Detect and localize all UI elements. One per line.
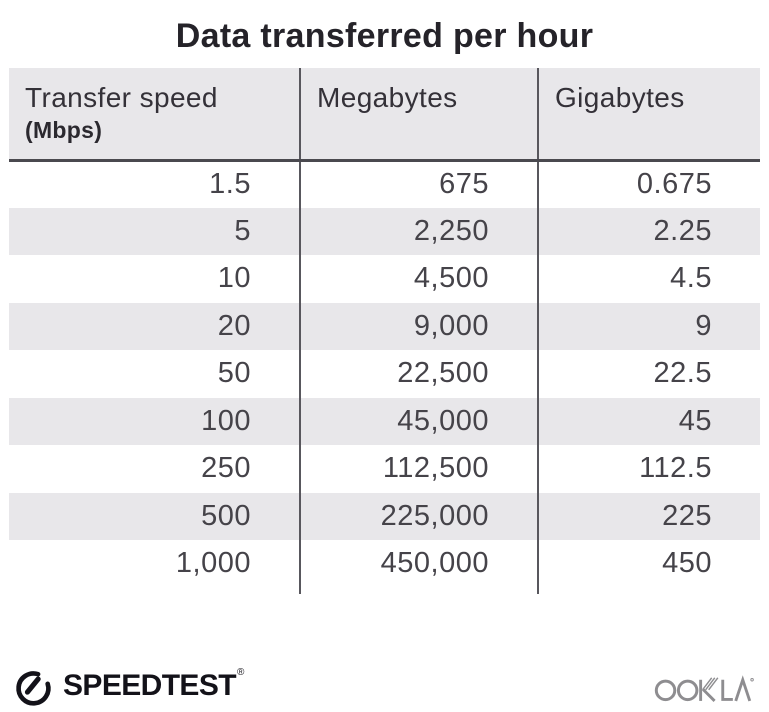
divider-extension [9,587,760,594]
table-cell: 250 [9,445,300,493]
table-cell: 1.5 [9,160,300,208]
page-title: Data transferred per hour [175,17,594,55]
table-cell: 22.5 [537,350,760,398]
table-cell: 20 [9,302,300,350]
table-row: 100 45,000 45 [9,397,760,445]
speedtest-registered-mark: ® [236,666,245,678]
table-cell: 9,000 [299,302,538,350]
header-megabytes-label: Megabytes [317,82,458,113]
speedtest-gauge-icon [16,670,51,706]
table-row: 5 2,250 2.25 [9,207,760,255]
table-cell: 112,500 [299,445,538,493]
speedtest-wordmark: SPEEDTEST [63,669,237,702]
table-cell: 10 [9,255,300,303]
table-row: 250 112,500 112.5 [9,445,760,493]
header-megabytes: Megabytes [299,68,538,162]
table-row: 500 225,000 225 [9,492,760,540]
table-row: 1,000 450,000 450 [9,540,760,588]
table-cell: 22,500 [299,350,538,398]
table-cell: 5 [9,207,300,255]
table-cell: 4.5 [537,255,760,303]
footer: SPEEDTEST ® OOKLA [13,663,754,709]
table-cell: 225,000 [299,492,538,540]
data-table: Transfer speed (Mbps) Megabytes Gigabyte… [9,68,760,594]
header-gigabytes-label: Gigabytes [555,82,685,113]
header-transfer-speed-label: Transfer speed [25,82,218,113]
table-cell: 45 [537,397,760,445]
ookla-logo: OOKLA [654,668,754,705]
table-row: 10 4,500 4.5 [9,255,760,303]
table-cell: 4,500 [299,255,538,303]
table-cell: 0.675 [537,160,760,208]
table-cell: 50 [9,350,300,398]
table-row: 20 9,000 9 [9,302,760,350]
table-cell: 112.5 [537,445,760,493]
header-transfer-speed: Transfer speed (Mbps) [9,68,300,162]
ookla-wordmark-icon [654,674,754,702]
divider-extension-row [9,587,760,594]
table-body: 1.5 675 0.675 5 2,250 2.25 10 4,500 4.5 20 9,000 9 5… [9,160,760,588]
table-cell: 100 [9,397,300,445]
header-mbps-unit-label: (Mbps) [25,117,103,143]
table-cell: 9 [537,302,760,350]
table-cell: 450,000 [299,540,538,588]
table-cell: 2.25 [537,207,760,255]
header-gigabytes: Gigabytes [537,68,760,162]
table-cell: 45,000 [299,397,538,445]
table-cell: 450 [537,540,760,588]
table-cell: 2,250 [299,207,538,255]
table-cell: 675 [299,160,538,208]
table-row: 1.5 675 0.675 [9,160,760,208]
table-cell: 1,000 [9,540,300,588]
table-cell: 225 [537,492,760,540]
table-cell: 500 [9,492,300,540]
table-header: Transfer speed (Mbps) Megabytes Gigabyte… [9,68,760,162]
header-row: Transfer speed (Mbps) Megabytes Gigabyte… [9,68,760,162]
infographic-page: Data transferred per hour Transfer speed… [0,14,769,712]
speedtest-logo: SPEEDTEST ® [13,666,244,707]
table-row: 50 22,500 22.5 [9,350,760,398]
